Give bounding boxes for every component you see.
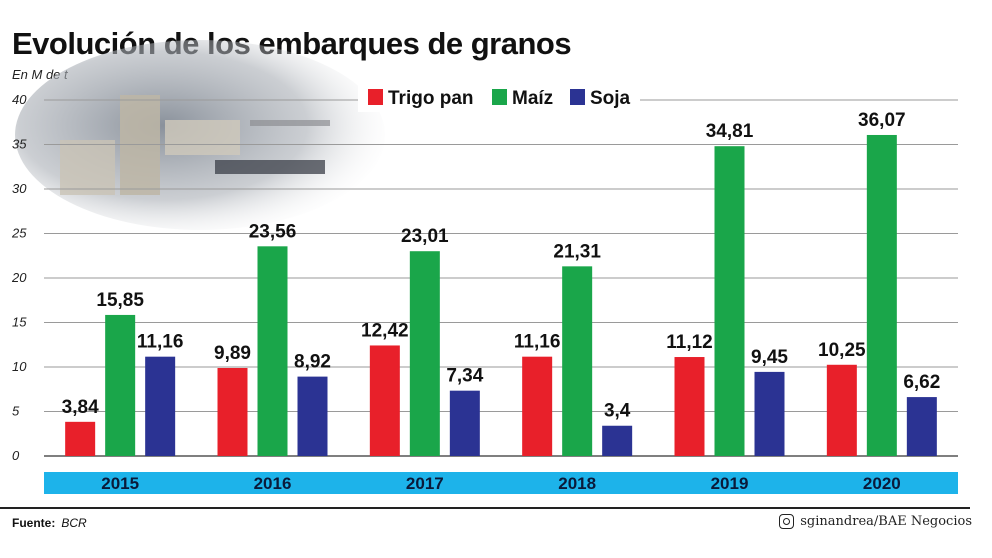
data-label: 21,31 xyxy=(553,241,601,262)
bar xyxy=(369,345,400,456)
bar xyxy=(826,364,857,456)
bar-chart: 0 5 10 15 20 25 30 35 40 2015 2016 2017 2018 2019 202… xyxy=(11,40,958,494)
credit: sginandrea/BAE Negocios xyxy=(779,514,972,529)
data-label: 11,16 xyxy=(137,332,184,353)
bar xyxy=(602,425,633,456)
bar xyxy=(145,356,176,456)
x-axis-labels: 2015 2016 2017 2018 2019 2020 xyxy=(101,474,900,493)
y-tick-label: 15 xyxy=(12,315,27,330)
bar xyxy=(409,251,440,456)
data-label: 7,34 xyxy=(446,366,483,387)
data-label: 9,45 xyxy=(751,347,788,368)
legend-label: Trigo pan xyxy=(388,88,474,109)
data-label: 6,62 xyxy=(903,372,940,393)
bar xyxy=(257,246,288,456)
y-tick-label: 30 xyxy=(12,181,27,196)
legend-label: Soja xyxy=(590,88,631,109)
y-tick-label: 5 xyxy=(12,404,20,419)
y-tick-label: 10 xyxy=(12,359,27,374)
data-label: 9,89 xyxy=(214,343,251,364)
bar xyxy=(714,146,745,457)
data-label: 3,4 xyxy=(604,401,631,422)
y-tick-label: 35 xyxy=(12,137,27,152)
bar xyxy=(297,376,328,456)
legend-swatch xyxy=(570,89,585,105)
bar xyxy=(522,356,553,456)
instagram-icon xyxy=(779,514,795,529)
y-tick-label: 0 xyxy=(12,448,20,463)
x-tick-label: 2019 xyxy=(711,474,749,493)
legend-swatch xyxy=(492,89,507,105)
data-label: 34,81 xyxy=(706,121,754,142)
data-label: 3,84 xyxy=(62,397,99,418)
source-value: BCR xyxy=(61,516,87,530)
value-labels: 3,84 15,85 11,16 9,89 23,56 8,92 12,42 23,01 7,3… xyxy=(62,110,941,422)
y-axis-labels: 0 5 10 15 20 25 30 35 40 xyxy=(11,92,27,463)
x-axis-band xyxy=(44,472,958,494)
grid-lines xyxy=(44,99,958,457)
bar xyxy=(449,390,480,456)
y-tick-label: 40 xyxy=(12,92,27,107)
x-tick-label: 2020 xyxy=(863,474,901,493)
data-label: 36,07 xyxy=(858,110,906,131)
source-note: Fuente: BCR xyxy=(12,516,87,530)
data-label: 10,25 xyxy=(818,340,866,361)
legend-label: Maíz xyxy=(512,88,553,109)
data-label: 15,85 xyxy=(96,290,144,311)
port-photo-image xyxy=(15,40,385,230)
y-tick-label: 20 xyxy=(11,270,27,285)
bar xyxy=(105,314,136,456)
x-tick-label: 2018 xyxy=(558,474,596,493)
bar xyxy=(65,421,96,456)
source-label: Fuente: xyxy=(12,516,56,530)
data-label: 23,01 xyxy=(401,226,449,247)
data-label: 8,92 xyxy=(294,352,331,373)
bar xyxy=(674,357,705,456)
x-tick-label: 2015 xyxy=(101,474,139,493)
data-label: 23,56 xyxy=(249,221,297,242)
credit-text: sginandrea/BAE Negocios xyxy=(800,514,972,529)
data-label: 12,42 xyxy=(361,320,409,341)
data-label: 11,12 xyxy=(666,332,713,353)
bar xyxy=(217,367,248,456)
bar xyxy=(906,397,937,456)
y-tick-label: 25 xyxy=(11,226,27,241)
x-tick-label: 2017 xyxy=(406,474,444,493)
legend-swatch xyxy=(368,89,383,105)
x-tick-label: 2016 xyxy=(254,474,292,493)
footer-divider xyxy=(0,507,970,509)
bars xyxy=(65,134,937,457)
bar xyxy=(866,134,897,457)
legend: Trigo pan Maíz Soja xyxy=(358,82,640,112)
data-label: 11,16 xyxy=(514,332,561,353)
bar xyxy=(562,266,593,456)
bar xyxy=(754,371,785,456)
